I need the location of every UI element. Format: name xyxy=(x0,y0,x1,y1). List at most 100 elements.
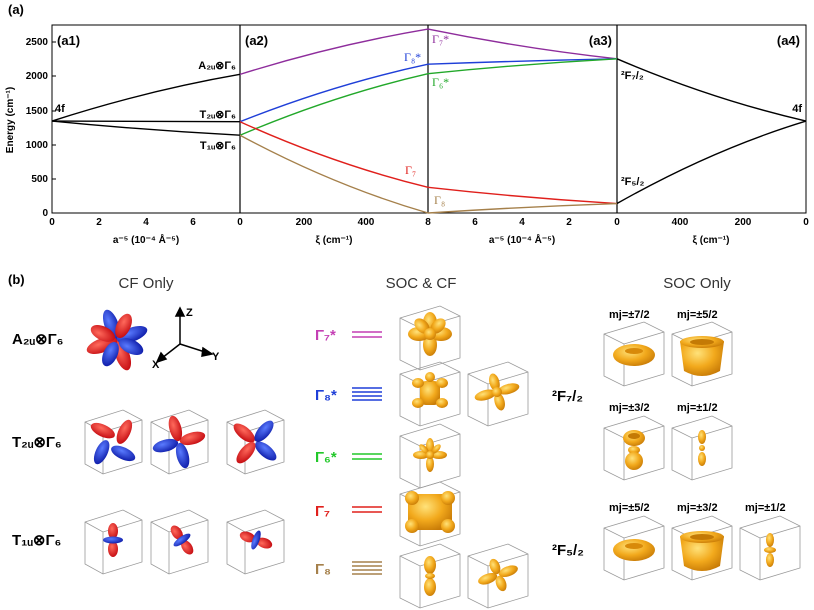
box-gamma7 xyxy=(399,481,461,547)
box-f52-mj12 xyxy=(739,515,801,581)
axis-z-label: Z xyxy=(186,307,193,319)
box-t1u-1 xyxy=(84,509,143,575)
box-f72-mj32 xyxy=(603,415,665,481)
y-tick: 1000 xyxy=(26,140,49,151)
x-tick: 0 xyxy=(803,217,809,228)
title-soc-cf: SOC & CF xyxy=(386,275,457,292)
box-gamma8-1 xyxy=(399,543,461,609)
degeneracy-bars-gamma8star xyxy=(352,387,382,401)
mj-label-52-b: mj=±5/2 xyxy=(609,502,650,514)
level-label-2f72: ²F₇/₂ xyxy=(621,70,644,82)
subpanel-label-a2: (a2) xyxy=(245,33,268,48)
group-label-2f72: ²F₇/₂ xyxy=(552,388,583,405)
orbital-gamma7star xyxy=(408,312,452,356)
y-tick: 2000 xyxy=(26,71,49,82)
x-tick: 4 xyxy=(519,217,525,228)
y-tick: 1500 xyxy=(26,106,49,117)
energy-line-4 xyxy=(239,63,429,123)
x-ticks-a4: 400 200 0 ξ (cm⁻¹) xyxy=(672,217,810,246)
plot-frame xyxy=(51,24,807,214)
orbital-f52-mj52 xyxy=(613,539,655,561)
x-ticks-a3: 6 4 2 0 a⁻⁵ (10⁻⁴ Å⁻⁵) xyxy=(472,217,620,246)
box-f72-mj72 xyxy=(603,321,665,387)
orbital-t2u-1 xyxy=(90,419,136,465)
group-label-2f52: ²F₅/₂ xyxy=(552,542,584,559)
orbital-gamma8-2 xyxy=(478,558,518,592)
x-tick: 0 xyxy=(49,217,55,228)
box-gamma7star xyxy=(399,305,461,371)
row-label-t2u: T₂ᵤ⊗Γ₆ xyxy=(12,434,62,451)
subpanel-label-a1: (a1) xyxy=(57,33,80,48)
energy-line-10 xyxy=(427,58,618,75)
x-tick: 6 xyxy=(472,217,478,228)
mj-label-12-a: mj=±1/2 xyxy=(677,402,718,414)
axis-x-label: X xyxy=(152,359,160,371)
orbital-t1u-3 xyxy=(239,530,273,550)
panel-b-label: (b) xyxy=(8,272,25,287)
panel-a-label: (a) xyxy=(8,2,24,17)
orbital-gamma8star-2 xyxy=(474,373,520,411)
level-label-gamma8: Γ₈ xyxy=(434,193,445,207)
energy-line-1 xyxy=(51,120,241,123)
row-label-gamma8star: Γ₈* xyxy=(315,387,337,404)
x-tick: 4 xyxy=(143,217,149,228)
y-ticks: 0 500 1000 1500 2000 2500 xyxy=(26,37,56,219)
box-t2u-2 xyxy=(150,409,209,475)
energy-line-2 xyxy=(51,120,241,136)
row-label-t1u: T₁ᵤ⊗Γ₆ xyxy=(12,532,61,549)
row-label-gamma6star: Γ₆* xyxy=(315,449,337,466)
mj-label-72: mj=±7/2 xyxy=(609,309,650,321)
orbital-f52-mj12 xyxy=(764,533,776,567)
level-label-gamma7star: Γ₇* xyxy=(432,32,449,46)
orbital-t1u-2 xyxy=(170,525,194,555)
degeneracy-bars-gamma6star xyxy=(352,453,382,460)
energy-line-7 xyxy=(239,134,429,214)
orbital-gamma7 xyxy=(405,491,455,533)
box-gamma8star-1 xyxy=(399,361,461,427)
degeneracy-bars-gamma7 xyxy=(352,506,382,513)
row-label-gamma7star: Γ₇* xyxy=(315,327,336,344)
x-tick: 8 xyxy=(425,217,431,228)
box-f72-mj12 xyxy=(671,415,733,481)
row-label-gamma7: Γ₇ xyxy=(315,503,330,520)
energy-line-12 xyxy=(427,202,618,214)
box-gamma8-2 xyxy=(467,543,529,609)
orbital-a2u xyxy=(86,309,148,371)
title-cf-only: CF Only xyxy=(118,275,174,292)
degeneracy-bars-gamma8 xyxy=(352,561,382,575)
box-gamma6star xyxy=(399,423,461,489)
title-soc-only: SOC Only xyxy=(663,275,731,292)
y-tick: 500 xyxy=(31,174,48,185)
degeneracy-bars-gamma7star xyxy=(352,331,382,338)
x-tick: 6 xyxy=(190,217,196,228)
orbital-gamma8star-1 xyxy=(412,372,448,408)
mj-label-32-b: mj=±3/2 xyxy=(677,502,718,514)
energy-line-0 xyxy=(51,73,241,122)
energy-line-13 xyxy=(616,58,807,122)
y-tick: 2500 xyxy=(26,37,49,48)
level-label-gamma7: Γ₇ xyxy=(405,163,416,177)
x-tick: 2 xyxy=(566,217,572,228)
mj-label-52-a: mj=±5/2 xyxy=(677,309,718,321)
level-label-gamma8star: Γ₈* xyxy=(404,50,421,64)
x-tick: 200 xyxy=(296,217,313,228)
energy-line-14 xyxy=(616,120,807,205)
energy-line-3 xyxy=(239,28,429,76)
x-tick: 2 xyxy=(96,217,102,228)
box-f52-mj32 xyxy=(671,515,733,581)
level-label-4f-right: 4f xyxy=(792,103,802,115)
level-label-gamma6star: Γ₆* xyxy=(432,75,449,89)
box-t2u-3 xyxy=(226,409,285,475)
x-axis-label-a3: a⁻⁵ (10⁻⁴ Å⁻⁵) xyxy=(489,233,555,246)
mj-label-12-b: mj=±1/2 xyxy=(745,502,786,514)
energy-line-9 xyxy=(427,58,618,65)
orbital-gamma8-1 xyxy=(424,556,436,596)
box-f72-mj52 xyxy=(671,321,733,387)
energy-line-6 xyxy=(239,121,429,188)
series-layer xyxy=(51,28,807,214)
axes-triad xyxy=(155,306,214,364)
y-axis-label: Energy (cm⁻¹) xyxy=(5,87,16,153)
row-label-gamma8: Γ₈ xyxy=(315,561,331,578)
x-tick: 400 xyxy=(358,217,375,228)
